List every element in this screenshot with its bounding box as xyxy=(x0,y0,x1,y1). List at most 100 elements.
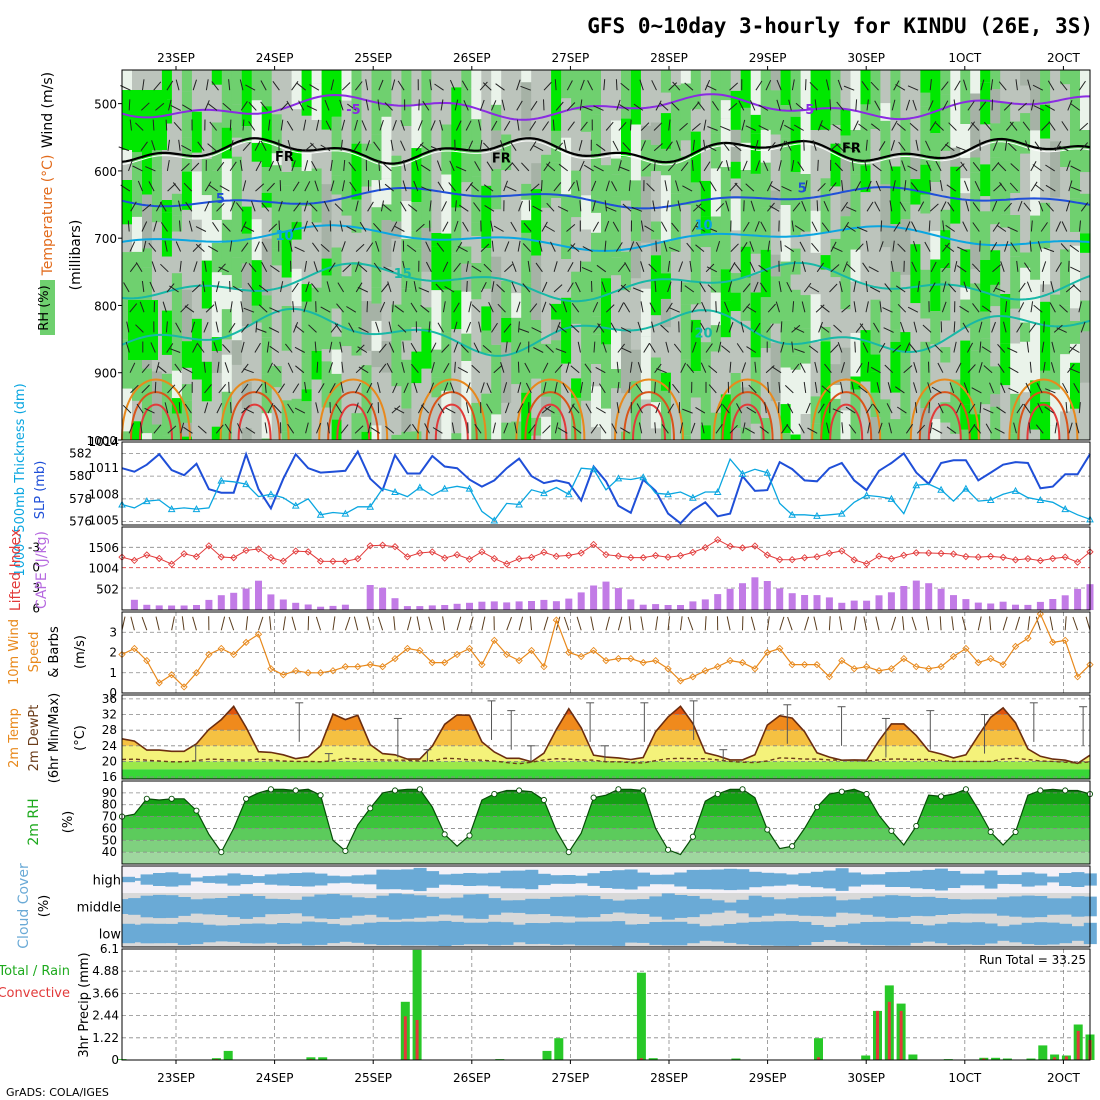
rh-cell xyxy=(1080,130,1091,173)
wind-barb xyxy=(803,381,807,393)
rh-tick: 70 xyxy=(102,810,117,824)
rh-cell xyxy=(481,136,492,186)
rh-cell xyxy=(591,212,602,233)
rh-cell xyxy=(401,238,412,289)
rh-cell xyxy=(611,388,622,440)
wind-barb xyxy=(542,362,549,373)
contour-warm xyxy=(1026,403,1061,441)
rh-cell xyxy=(940,362,951,403)
wind-speed-marker xyxy=(738,658,747,667)
rh-cell xyxy=(491,331,502,345)
rh-cell xyxy=(161,435,173,440)
wind-barb xyxy=(767,141,776,152)
wind-barb-10m xyxy=(529,616,533,631)
wind-barb xyxy=(1055,262,1062,273)
rh-cell xyxy=(810,148,822,211)
wind-barb xyxy=(258,284,269,293)
wind-barb-10m xyxy=(939,616,942,631)
wind-barb xyxy=(840,362,845,373)
rh-cell xyxy=(431,290,442,350)
ylabel-wind10m-3: & Barbs xyxy=(47,626,62,678)
rh-cell xyxy=(171,120,183,170)
contour-warm xyxy=(416,378,487,441)
cloud-cell-high xyxy=(426,871,440,888)
wind-barb xyxy=(541,301,547,313)
temp-tick: 32 xyxy=(102,708,117,722)
wind-barb xyxy=(230,301,233,313)
wind-barb xyxy=(517,240,521,252)
rh-cell xyxy=(521,392,532,440)
thickness-marker xyxy=(564,490,573,498)
thickness-marker xyxy=(167,505,176,513)
rh-cell xyxy=(321,349,333,362)
rh-cell xyxy=(1050,255,1061,295)
wind-barb xyxy=(437,181,445,192)
thickness-marker xyxy=(267,490,275,498)
wind-barb xyxy=(268,160,274,172)
rh-cell xyxy=(181,341,193,368)
wind-barb xyxy=(837,342,843,353)
wind-barb xyxy=(948,122,957,131)
wind-barb xyxy=(341,241,346,252)
rh-cell xyxy=(291,203,303,223)
li-marker xyxy=(1073,558,1082,566)
wind-barb xyxy=(254,140,261,151)
rh-cell xyxy=(860,104,872,166)
wind-barb xyxy=(514,422,518,434)
cape-bar xyxy=(267,594,275,610)
wind-barb xyxy=(441,201,447,212)
li-marker xyxy=(1049,554,1057,563)
wind-barb xyxy=(846,263,856,273)
rh-cell xyxy=(980,196,991,212)
wind-barb xyxy=(660,221,668,232)
wind-barb xyxy=(905,221,911,232)
rh-cell xyxy=(760,418,772,440)
wind-barb-10m xyxy=(750,616,756,631)
rh-cell xyxy=(830,398,842,440)
wind-barb xyxy=(461,80,469,91)
wind-barb xyxy=(553,182,562,192)
rh-marker xyxy=(1012,828,1019,836)
wind-barb xyxy=(778,381,781,393)
wind-barb xyxy=(743,200,745,212)
li-marker xyxy=(540,548,548,556)
wind-speed-marker xyxy=(763,648,771,657)
cloud-cell-high xyxy=(959,873,973,886)
rh-cell xyxy=(561,110,572,138)
wind-barb xyxy=(1010,163,1020,172)
wind-barb xyxy=(1045,388,1056,394)
cloud-cell-low xyxy=(587,921,601,946)
rh-cell xyxy=(341,151,353,216)
rh-cell xyxy=(491,273,502,332)
wind-barb xyxy=(1003,102,1013,111)
wind-barb xyxy=(296,82,307,91)
wind-barb xyxy=(303,119,307,131)
rh-cell xyxy=(710,70,722,134)
wind-barb xyxy=(454,220,459,232)
rh-band xyxy=(122,804,1090,817)
rh-cell xyxy=(880,103,891,121)
ylabel-millibars: (millibars) xyxy=(68,220,84,291)
wind-barb xyxy=(916,424,926,434)
wind-barb xyxy=(746,406,757,414)
rh-cell xyxy=(421,192,432,228)
rh-cell xyxy=(271,153,283,166)
cape-bar xyxy=(813,595,821,610)
wind-speed-marker xyxy=(316,669,325,677)
cloud-cell-high xyxy=(1009,874,1023,885)
wind-barb-10m xyxy=(863,616,868,631)
wind-barb xyxy=(672,383,680,394)
wind-barb xyxy=(878,422,883,434)
cloud-cell-high xyxy=(190,877,204,882)
wind-barb xyxy=(866,240,869,252)
rh-cell xyxy=(840,378,852,411)
wind-barb xyxy=(649,342,656,353)
cloud-cell-middle xyxy=(1046,898,1060,915)
rh-cell xyxy=(132,400,143,422)
rh-cell xyxy=(840,216,852,279)
wind-barb xyxy=(1065,200,1071,212)
wind-barb xyxy=(1068,260,1070,272)
wind-barb xyxy=(935,160,942,172)
rh-cell xyxy=(471,144,482,177)
rh-cell xyxy=(601,278,612,345)
